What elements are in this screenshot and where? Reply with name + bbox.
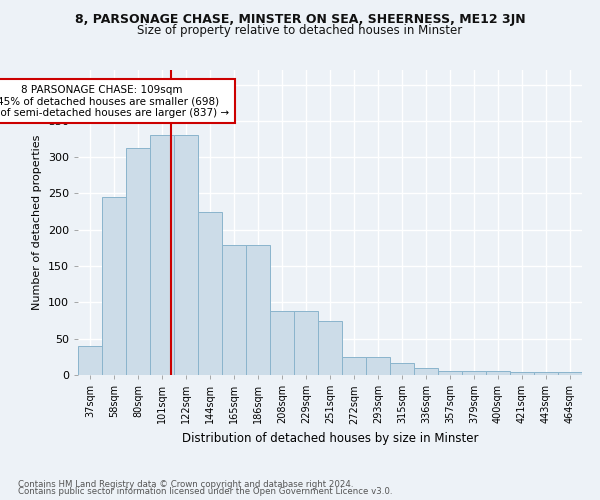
Bar xyxy=(486,372,510,375)
Text: 8, PARSONAGE CHASE, MINSTER ON SEA, SHEERNESS, ME12 3JN: 8, PARSONAGE CHASE, MINSTER ON SEA, SHEE… xyxy=(74,12,526,26)
Bar xyxy=(342,357,366,375)
Bar xyxy=(150,136,174,375)
Bar xyxy=(294,311,318,375)
Bar xyxy=(102,197,126,375)
Bar xyxy=(462,372,486,375)
Bar xyxy=(270,311,294,375)
Bar xyxy=(438,370,462,375)
Bar xyxy=(510,372,534,375)
Bar xyxy=(222,245,246,375)
Bar xyxy=(534,372,558,375)
Bar xyxy=(366,357,390,375)
Text: Contains public sector information licensed under the Open Government Licence v3: Contains public sector information licen… xyxy=(18,487,392,496)
Bar xyxy=(198,212,222,375)
Bar xyxy=(78,346,102,375)
Text: Size of property relative to detached houses in Minster: Size of property relative to detached ho… xyxy=(137,24,463,37)
Bar xyxy=(390,364,414,375)
Bar xyxy=(414,368,438,375)
Bar xyxy=(318,320,342,375)
Text: Contains HM Land Registry data © Crown copyright and database right 2024.: Contains HM Land Registry data © Crown c… xyxy=(18,480,353,489)
Y-axis label: Number of detached properties: Number of detached properties xyxy=(32,135,42,310)
Bar xyxy=(558,372,582,375)
X-axis label: Distribution of detached houses by size in Minster: Distribution of detached houses by size … xyxy=(182,432,478,445)
Bar xyxy=(174,136,198,375)
Text: 8 PARSONAGE CHASE: 109sqm
← 45% of detached houses are smaller (698)
54% of semi: 8 PARSONAGE CHASE: 109sqm ← 45% of detac… xyxy=(0,84,230,117)
Bar xyxy=(246,245,270,375)
Bar xyxy=(126,148,150,375)
